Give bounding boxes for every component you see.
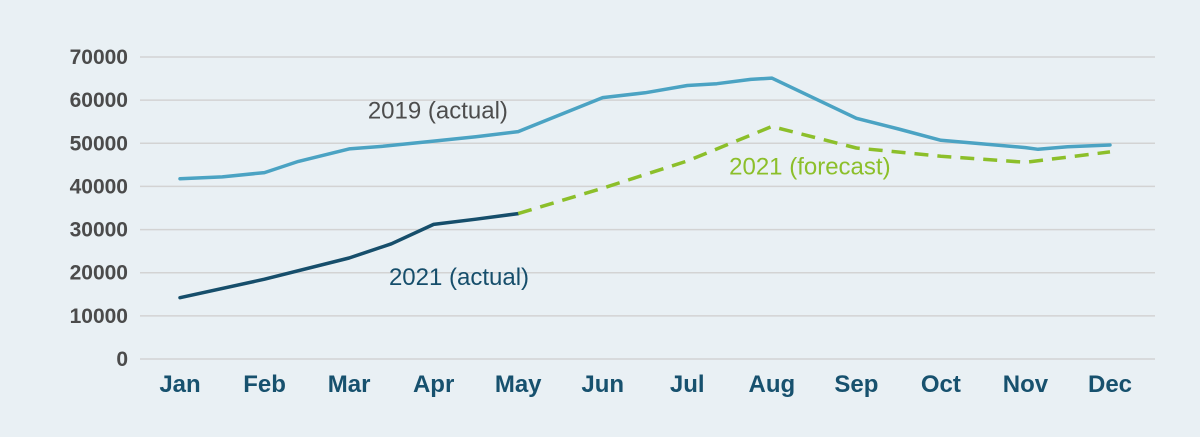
x-tick-label: Feb xyxy=(243,371,286,398)
y-tick-label: 70000 xyxy=(70,46,128,69)
series-annotations: 2019 (actual) 2021 (actual) 2021 (forecast… xyxy=(368,97,891,291)
series-annotation: 2019 (actual) xyxy=(368,97,508,124)
y-tick-label: 20000 xyxy=(70,262,128,285)
y-tick-label: 0 xyxy=(116,348,128,371)
y-tick-label: 10000 xyxy=(70,305,128,328)
x-tick-label: Mar xyxy=(328,371,371,398)
series-line-2021-forecast xyxy=(517,124,1111,216)
x-tick-label: Jun xyxy=(581,371,624,398)
x-tick-label: Jul xyxy=(670,371,705,398)
series-lines xyxy=(178,76,1112,300)
x-tick-label: Nov xyxy=(1003,371,1049,398)
series-annotation: 2021 (forecast) xyxy=(729,153,890,180)
series-line-2019-actual xyxy=(178,76,1112,181)
x-tick-label: Apr xyxy=(413,371,454,398)
x-tick-label: Jan xyxy=(159,371,200,398)
series-annotation: 2021 (actual) xyxy=(389,264,529,291)
x-tick-label: May xyxy=(495,371,542,398)
x-tick-label: Dec xyxy=(1088,371,1132,398)
x-axis-ticks: Jan Feb Mar Apr May Jun Jul Aug Sep Oct Nov Dec xyxy=(159,371,1132,398)
series-line-2021-actual xyxy=(178,211,520,300)
y-tick-label: 50000 xyxy=(70,132,128,155)
x-tick-label: Sep xyxy=(834,371,878,398)
x-tick-label: Aug xyxy=(748,371,795,398)
y-tick-label: 40000 xyxy=(70,175,128,198)
grid-lines xyxy=(140,56,1155,360)
y-axis-ticks: 0 10000 20000 30000 40000 50000 60000 70000 xyxy=(70,46,128,371)
y-tick-label: 30000 xyxy=(70,219,128,242)
y-tick-label: 60000 xyxy=(70,89,128,112)
x-tick-label: Oct xyxy=(921,371,961,398)
